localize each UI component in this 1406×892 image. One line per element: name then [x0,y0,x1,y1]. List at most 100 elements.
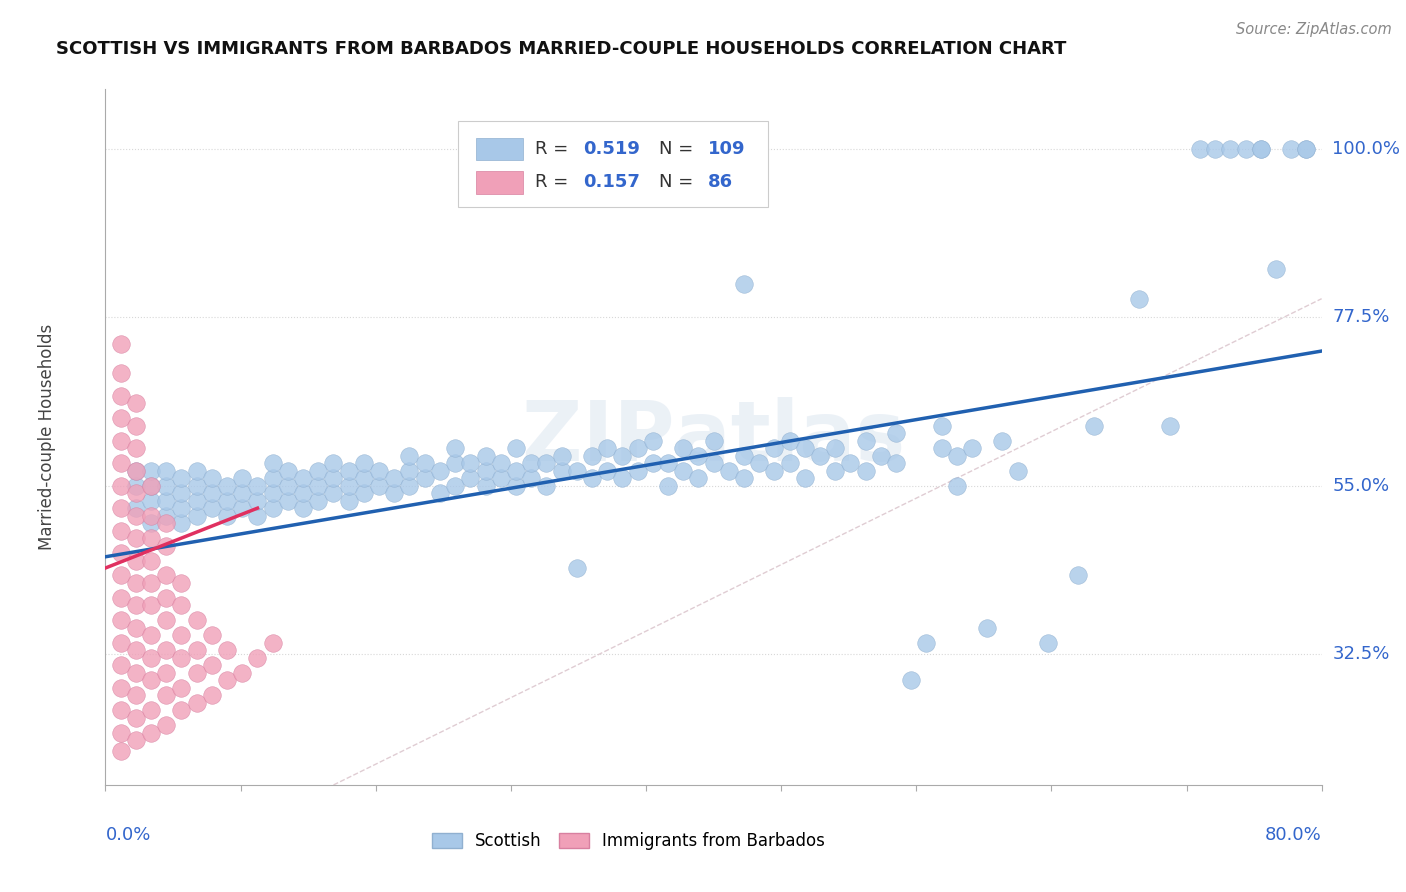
Point [429,464,451,478]
Point [125,508,148,523]
Point [337,464,360,478]
Point [217,508,239,523]
Point [337,479,360,493]
Point [110,389,132,403]
Text: 77.5%: 77.5% [1333,309,1389,326]
Point [307,479,329,493]
Point [474,464,496,478]
Point [139,628,162,642]
Point [657,456,679,470]
Text: 32.5%: 32.5% [1333,645,1389,663]
Point [991,434,1014,448]
Point [277,493,299,508]
Point [368,464,391,478]
Text: SCOTTISH VS IMMIGRANTS FROM BARBADOS MARRIED-COUPLE HOUSEHOLDS CORRELATION CHART: SCOTTISH VS IMMIGRANTS FROM BARBADOS MAR… [56,40,1067,58]
Point [231,486,253,500]
Point [110,613,132,627]
Point [489,471,512,485]
Point [110,456,132,470]
Point [125,553,148,567]
Point [626,464,648,478]
Point [626,442,648,456]
Point [1083,418,1105,433]
Text: 0.519: 0.519 [583,140,640,158]
Point [125,576,148,591]
Point [596,464,619,478]
Text: 100.0%: 100.0% [1333,140,1400,158]
Point [307,493,329,508]
Point [520,456,543,470]
Point [262,501,284,516]
Point [170,501,193,516]
Point [170,516,193,530]
Point [186,613,208,627]
Point [382,471,405,485]
Point [292,501,315,516]
Point [186,479,208,493]
Point [855,464,877,478]
Point [1159,418,1181,433]
Point [139,531,162,545]
Point [110,479,132,493]
Point [672,442,695,456]
Point [824,464,846,478]
Point [139,553,162,567]
Point [353,471,375,485]
Point [869,449,891,463]
Point [550,449,572,463]
Point [262,456,284,470]
Point [139,576,162,591]
Text: 80.0%: 80.0% [1265,826,1322,844]
Point [125,464,148,478]
Point [536,456,558,470]
Point [139,599,162,613]
Point [413,456,436,470]
Point [170,703,193,717]
Point [139,725,162,739]
Point [368,479,391,493]
Text: N =: N = [659,140,699,158]
Point [717,464,740,478]
Point [612,449,634,463]
Point [170,628,193,642]
Point [688,449,710,463]
Point [170,486,193,500]
Point [1295,142,1317,156]
Point [1204,142,1226,156]
Point [322,486,344,500]
Point [581,471,603,485]
Point [520,471,543,485]
Point [186,493,208,508]
Point [581,449,603,463]
Point [307,464,329,478]
Point [931,418,953,433]
Point [231,665,253,680]
Text: 86: 86 [707,173,733,192]
Point [1007,464,1029,478]
Point [960,442,983,456]
Text: R =: R = [534,140,574,158]
Point [733,471,755,485]
Point [139,508,162,523]
Point [458,471,481,485]
Point [155,464,177,478]
Point [125,418,148,433]
Point [110,336,132,351]
Point [1234,142,1257,156]
Point [155,493,177,508]
Point [382,486,405,500]
Point [505,442,527,456]
Point [793,442,815,456]
Point [170,599,193,613]
Point [322,456,344,470]
Point [398,449,420,463]
Point [596,442,619,456]
Point [139,673,162,688]
Point [702,456,725,470]
Point [231,501,253,516]
Point [125,531,148,545]
Point [733,277,755,291]
Point [565,561,588,575]
Point [125,733,148,747]
Point [839,456,862,470]
